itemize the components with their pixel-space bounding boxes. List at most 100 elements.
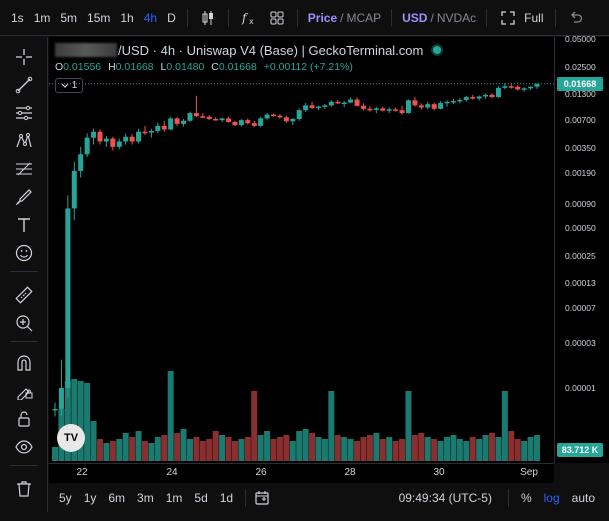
toolbar-divider	[10, 465, 38, 466]
redacted-symbol	[55, 43, 117, 57]
candle-body	[103, 138, 109, 142]
candles-chart-type-icon[interactable]	[197, 7, 219, 29]
volume-bar	[276, 437, 283, 461]
candle-body	[360, 105, 366, 109]
volume-bar	[392, 441, 399, 461]
horizontal-lines-icon[interactable]	[12, 101, 36, 125]
range-1d[interactable]: 1d	[219, 491, 234, 505]
timeframe-1m[interactable]: 1m	[33, 10, 51, 25]
undo-icon[interactable]	[565, 7, 587, 29]
clock-timezone[interactable]: 09:49:34 (UTC-5)	[398, 491, 492, 505]
volume-bar	[482, 435, 489, 461]
volume-bar	[334, 435, 341, 461]
volume-bar	[476, 439, 483, 461]
time-scale[interactable]: 22 24 26 28 30 Sep	[49, 463, 554, 483]
toolbar-divider	[296, 8, 298, 27]
fullscreen-icon[interactable]	[497, 7, 519, 29]
auto-scale-toggle[interactable]: auto	[571, 491, 595, 505]
emoji-icon[interactable]	[12, 241, 36, 265]
timeframe-d[interactable]: D	[167, 10, 176, 25]
timeframe-4h[interactable]: 4h	[143, 10, 158, 25]
trend-line-icon[interactable]	[12, 73, 36, 97]
fullscreen-button[interactable]: Full	[524, 10, 544, 25]
price-tick-label: 0.00050	[565, 222, 596, 233]
candle-body	[425, 104, 431, 108]
range-5d[interactable]: 5d	[194, 491, 208, 505]
brush-icon[interactable]	[12, 185, 36, 209]
volume-bar	[296, 431, 303, 461]
volume-bar	[129, 437, 136, 461]
volume-bar	[186, 439, 193, 461]
timeframe-5m[interactable]: 5m	[60, 10, 78, 25]
volume-bar	[411, 435, 418, 461]
log-scale-toggle[interactable]: log	[543, 491, 560, 505]
go-to-date-icon[interactable]	[254, 490, 270, 506]
candle-body	[200, 116, 206, 118]
candle-body	[58, 388, 64, 409]
candle-body	[495, 87, 501, 98]
percent-scale-toggle[interactable]: %	[520, 491, 532, 505]
price-mcap-toggle[interactable]: Price / MCAP	[307, 10, 382, 25]
candle-body	[515, 86, 521, 90]
range-1y[interactable]: 1y	[83, 491, 97, 505]
eye-icon[interactable]	[12, 435, 36, 459]
lock-icon[interactable]	[12, 407, 36, 431]
price-chart[interactable]: TV	[49, 37, 554, 463]
candle-body	[52, 408, 58, 411]
volume-bar	[418, 433, 425, 461]
chart-canvas[interactable]	[49, 37, 554, 463]
crosshair-icon[interactable]	[12, 45, 36, 69]
volume-bar	[437, 441, 444, 461]
live-status-dot	[433, 46, 442, 54]
candle-body	[148, 130, 154, 133]
magnet-icon[interactable]	[12, 351, 36, 375]
text-tool-icon[interactable]	[12, 213, 36, 237]
timeframe-15m[interactable]: 15m	[87, 10, 111, 25]
volume-bar	[141, 441, 148, 461]
chart-legend: /USD · 4h · Uniswap V4 (Base) | GeckoTer…	[55, 41, 515, 93]
zoom-in-icon[interactable]	[12, 311, 36, 335]
candle-body	[303, 105, 309, 111]
current-price-badge: 0.01668	[557, 76, 603, 91]
indicators-collapse-button[interactable]: 1	[55, 78, 83, 93]
trash-icon[interactable]	[12, 477, 36, 501]
volume-bar	[444, 437, 451, 461]
price-option[interactable]: Price	[307, 10, 338, 25]
candle-body	[226, 118, 232, 122]
price-scale[interactable]: 0.05000 0.02500 0.01300 0.00700 0.00350 0.001…	[554, 34, 609, 463]
range-3m[interactable]: 3m	[137, 491, 154, 505]
candle-body	[271, 114, 277, 117]
volume-bar	[244, 437, 251, 461]
bottom-toolbar: 5y 1y 6m 3m 1m 5d 1d 09:49:34 (UTC-5) % …	[49, 484, 609, 512]
lock-drawing-icon[interactable]	[12, 379, 36, 403]
candle-body	[264, 114, 270, 119]
volume-bar	[450, 435, 457, 461]
ruler-icon[interactable]	[12, 283, 36, 307]
volume-bar	[514, 439, 521, 461]
timeframe-1h[interactable]: 1h	[120, 10, 134, 25]
currency-toggle[interactable]: USD / NVDAc	[402, 10, 477, 25]
toolbar-divider	[245, 489, 247, 507]
volume-bar	[521, 441, 528, 461]
range-6m[interactable]: 6m	[108, 491, 126, 505]
mcap-option[interactable]: MCAP	[346, 10, 382, 25]
candle-body	[380, 108, 386, 111]
candle-body	[470, 97, 476, 99]
candle-body	[373, 108, 379, 110]
price-tick-label: 0.00007	[565, 303, 596, 314]
nvdac-option[interactable]: NVDAc	[436, 10, 477, 25]
usd-option[interactable]: USD	[402, 10, 428, 25]
volume-bar	[264, 431, 271, 461]
pattern-tool-icon[interactable]	[12, 129, 36, 153]
svg-text:x: x	[249, 17, 254, 26]
candle-body	[110, 138, 116, 147]
volume-bar	[270, 439, 277, 461]
timeframe-1s[interactable]: 1s	[11, 10, 24, 25]
chevron-down-icon	[61, 83, 69, 88]
range-1m[interactable]: 1m	[165, 491, 183, 505]
range-5y[interactable]: 5y	[59, 491, 72, 505]
volume-bar	[90, 421, 97, 461]
fib-retracement-icon[interactable]	[12, 157, 36, 181]
layouts-grid-icon[interactable]	[266, 7, 288, 29]
